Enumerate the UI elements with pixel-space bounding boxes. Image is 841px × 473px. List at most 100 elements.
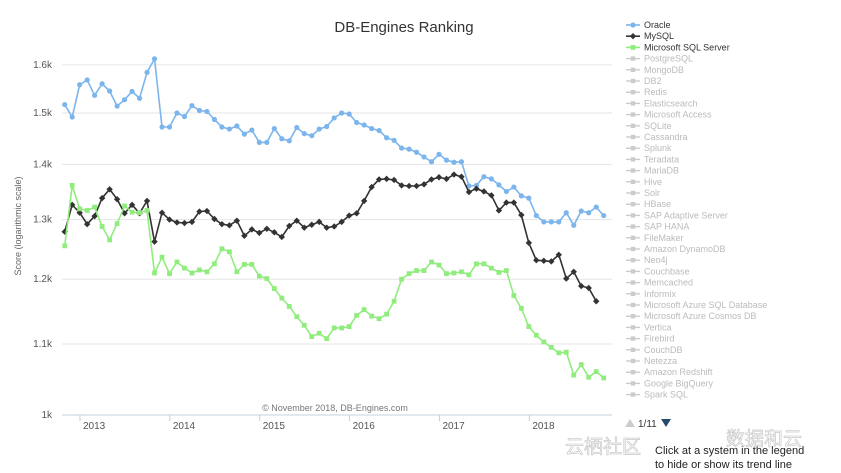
- data-point-mysql: [173, 219, 181, 226]
- data-point-mysql: [211, 215, 218, 223]
- data-point-microsoft-sql-server: [62, 243, 68, 249]
- data-point-microsoft-sql-server: [369, 313, 375, 319]
- legend-label: PostgreSQL: [644, 54, 693, 64]
- data-point-oracle: [144, 69, 150, 76]
- legend-label: Informix: [644, 289, 677, 299]
- legend-item-inactive[interactable]: FileMaker: [626, 233, 684, 243]
- y-tick-label: 1.3k: [33, 215, 53, 226]
- legend-swatch-marker: [630, 314, 636, 319]
- legend-item-inactive[interactable]: Memcached: [626, 278, 693, 288]
- data-point-oracle: [541, 219, 547, 225]
- legend-item-inactive[interactable]: Hive: [626, 177, 662, 187]
- legend-item-inactive[interactable]: MongoDB: [626, 65, 684, 75]
- legend-item-inactive[interactable]: PostgreSQL: [626, 54, 693, 64]
- data-point-mysql: [271, 229, 278, 236]
- data-point-mysql: [151, 238, 158, 245]
- legend-item-inactive[interactable]: Amazon Redshift: [626, 367, 713, 377]
- legend-item-inactive[interactable]: Couchbase: [626, 266, 690, 276]
- data-point-oracle: [481, 174, 487, 180]
- data-point-microsoft-sql-server: [421, 268, 427, 273]
- data-point-microsoft-sql-server: [316, 330, 322, 336]
- data-point-mysql: [360, 197, 368, 205]
- data-point-oracle: [114, 103, 120, 109]
- legend-hint-line-2: to hide or show its trend line: [655, 459, 792, 471]
- data-point-microsoft-sql-server: [474, 261, 479, 267]
- legend-item-inactive[interactable]: Spark SQL: [626, 390, 688, 400]
- chart-credit: © November 2018, DB-Engines.com: [262, 403, 408, 413]
- data-point-mysql: [98, 194, 106, 202]
- legend-swatch-marker: [630, 246, 636, 252]
- data-point-oracle: [391, 137, 397, 143]
- data-point-mysql: [450, 171, 458, 178]
- data-point-mysql: [196, 208, 203, 215]
- legend-item-inactive[interactable]: Splunk: [626, 143, 672, 153]
- legend-item-inactive[interactable]: Netezza: [626, 356, 677, 366]
- x-tick-label: 2015: [263, 421, 286, 432]
- legend-item-inactive[interactable]: Neo4j: [626, 255, 668, 265]
- legend-swatch-marker: [630, 134, 636, 140]
- legend-item-inactive[interactable]: MariaDB: [626, 166, 679, 176]
- data-point-oracle: [204, 108, 210, 115]
- series-oracle: [62, 56, 607, 228]
- legend-item-inactive[interactable]: SQLite: [626, 121, 672, 131]
- legend-item-inactive[interactable]: Google BigQuery: [626, 378, 714, 388]
- legend-label: FileMaker: [644, 233, 684, 243]
- y-tick-label: 1k: [41, 410, 53, 421]
- legend-item-inactive[interactable]: Elasticsearch: [626, 98, 698, 108]
- legend-item-inactive[interactable]: HBase: [626, 199, 671, 209]
- data-point-mysql: [338, 218, 345, 226]
- data-point-microsoft-sql-server: [578, 362, 584, 368]
- legend-swatch-marker: [630, 235, 636, 240]
- legend-item-inactive[interactable]: Cassandra: [626, 132, 688, 142]
- legend-item-inactive[interactable]: Amazon DynamoDB: [626, 244, 726, 254]
- data-point-mysql: [420, 181, 428, 188]
- data-point-microsoft-sql-server: [197, 267, 202, 273]
- data-point-oracle: [151, 56, 158, 62]
- legend-swatch-marker: [630, 213, 636, 218]
- data-point-mysql: [443, 175, 450, 183]
- legend-item-inactive[interactable]: Teradata: [626, 154, 679, 164]
- x-axis-ticks: 2013 2014 2015 2016 2017 2018: [79, 415, 555, 432]
- data-point-microsoft-sql-server: [264, 276, 270, 281]
- data-point-mysql: [413, 182, 420, 190]
- legend-item-inactive[interactable]: Microsoft Azure Cosmos DB: [626, 311, 757, 321]
- data-point-microsoft-sql-server: [99, 224, 105, 229]
- data-point-microsoft-sql-server: [122, 203, 127, 209]
- legend-item[interactable]: Microsoft SQL Server: [626, 42, 730, 52]
- legend-swatch-marker: [630, 224, 636, 229]
- legend-swatch-marker: [630, 146, 636, 151]
- legend-item-inactive[interactable]: Redis: [626, 87, 668, 97]
- legend-item-inactive[interactable]: Microsoft Azure SQL Database: [626, 300, 767, 310]
- data-point-mysql: [308, 221, 315, 228]
- data-point-oracle: [301, 131, 307, 137]
- pager-down-arrow-icon[interactable]: [661, 419, 671, 427]
- data-point-oracle: [518, 193, 524, 199]
- data-point-mysql: [503, 199, 510, 206]
- pager-up-arrow-icon[interactable]: [625, 419, 635, 427]
- legend-item-inactive[interactable]: Informix: [626, 289, 677, 299]
- data-point-oracle: [571, 222, 577, 228]
- legend-item[interactable]: Oracle: [626, 20, 671, 30]
- legend-item-inactive[interactable]: SAP Adaptive Server: [626, 210, 728, 220]
- data-point-oracle: [136, 95, 143, 101]
- legend-item-inactive[interactable]: Solr: [626, 188, 660, 198]
- data-point-oracle: [256, 139, 262, 145]
- legend-item[interactable]: MySQL: [626, 31, 674, 41]
- data-point-mysql: [233, 217, 241, 224]
- legend-item-inactive[interactable]: Firebird: [626, 334, 675, 344]
- legend-item-inactive[interactable]: DB2: [626, 76, 662, 86]
- data-point-microsoft-sql-server: [301, 322, 307, 328]
- legend-swatch-marker: [630, 302, 636, 308]
- legend-label: Amazon Redshift: [644, 367, 713, 377]
- data-point-mysql: [368, 183, 375, 191]
- legend-label: MongoDB: [644, 65, 684, 75]
- legend-item-inactive[interactable]: Microsoft Access: [626, 110, 712, 120]
- legend-swatch-marker: [630, 392, 636, 397]
- legend-item-inactive[interactable]: SAP HANA: [626, 222, 689, 232]
- chart-title: DB-Engines Ranking: [334, 19, 473, 36]
- legend-item-inactive[interactable]: Vertica: [626, 322, 672, 332]
- legend-item-inactive[interactable]: CouchDB: [626, 345, 683, 355]
- data-point-microsoft-sql-server: [137, 210, 142, 216]
- data-point-mysql: [128, 201, 136, 209]
